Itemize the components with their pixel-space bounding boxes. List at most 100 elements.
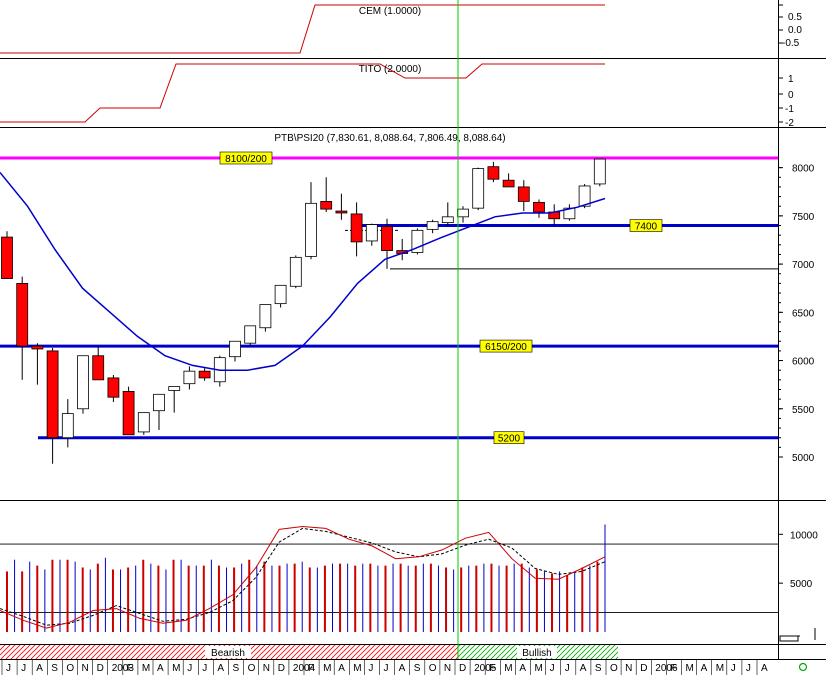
x-tick-label: A — [338, 663, 345, 674]
candle-body — [411, 229, 424, 253]
x-tick-label: F — [670, 663, 676, 674]
x-tick-label: D — [97, 663, 104, 674]
x-tick-label: J — [731, 663, 736, 674]
candle-body — [305, 202, 317, 257]
x-tick-label: A — [157, 663, 164, 674]
tito-label: TITO (2.0000) — [359, 64, 422, 75]
price-axis: 8000 7500 7000 6500 6000 5500 5000 — [778, 164, 815, 464]
candle-body — [335, 210, 348, 214]
regime-band: Bearish Bullish — [0, 645, 618, 659]
candle-body — [153, 393, 165, 412]
x-tick-label: J — [6, 663, 11, 674]
candle-body — [31, 345, 44, 350]
x-tick-label: A — [761, 663, 768, 674]
scroll-widget[interactable] — [779, 628, 816, 642]
level-labels: 8100/200 7400 6150/200 5200 — [219, 151, 663, 445]
regime-label-bearish: Bearish — [211, 648, 245, 659]
signal-line — [0, 527, 606, 626]
candle-body — [259, 304, 272, 329]
status-icon — [798, 662, 808, 672]
candle-body — [274, 284, 287, 305]
level-tag: 6150/200 — [485, 342, 527, 353]
x-tick-label: M — [323, 663, 331, 674]
x-tick-label: N — [263, 663, 270, 674]
candle-body — [533, 201, 545, 213]
tito-tick: -2 — [785, 118, 794, 129]
x-tick-label: J — [746, 663, 751, 674]
x-tick-label: N — [625, 663, 632, 674]
x-tick-label: J — [202, 663, 207, 674]
candle-body — [1, 236, 13, 279]
price-tick-label: 5500 — [792, 405, 815, 416]
candle-body — [578, 185, 591, 207]
candle-body — [183, 370, 196, 385]
x-tick-label: O — [66, 663, 74, 674]
indicator-line — [0, 525, 606, 629]
candle-body — [46, 350, 59, 439]
candle-body — [229, 340, 241, 358]
candle-body — [107, 377, 120, 398]
candle-body — [77, 355, 89, 410]
x-tick-label: M — [504, 663, 512, 674]
candle-body — [441, 216, 454, 224]
price-tick-label: 5000 — [792, 453, 815, 464]
x-tick-label: D — [459, 663, 466, 674]
levels — [0, 156, 778, 440]
x-tick-label: S — [51, 663, 58, 674]
candle-body — [122, 391, 135, 436]
level-tag-box — [629, 219, 663, 232]
price-panel: PTB\PSI20 (7,830.61, 8,088.64, 7,806.49,… — [0, 133, 815, 464]
price-tick-label: 8000 — [792, 164, 815, 175]
tito-axis: 1 0 -1 -2 — [778, 74, 794, 129]
x-tick-label: M — [716, 663, 724, 674]
x-tick-label: S — [414, 663, 421, 674]
x-tick-label: A — [399, 663, 406, 674]
x-tick-label: M — [686, 663, 694, 674]
candle-body — [517, 186, 530, 202]
candle-body — [244, 325, 257, 344]
tito-panel: TITO (2.0000) 1 0 -1 -2 — [0, 63, 794, 129]
volume-panel: 10000 5000 — [0, 524, 818, 632]
x-tick-label: A — [217, 663, 224, 674]
volume-axis: 10000 5000 — [0, 530, 818, 613]
tito-tick: 0 — [788, 90, 794, 101]
cem-label: CEM (1.0000) — [359, 6, 421, 17]
x-tick-label: S — [233, 663, 240, 674]
candles — [1, 158, 606, 464]
candle-body — [137, 412, 150, 433]
candle-body — [457, 208, 469, 218]
cem-tick: -0.5 — [782, 38, 800, 49]
x-tick-label: A — [580, 663, 587, 674]
x-tick-label: M — [172, 663, 180, 674]
cem-axis: 0.5 0.0 -0.5 — [778, 4, 802, 49]
candle-body — [502, 179, 515, 188]
candle-body — [198, 370, 211, 379]
candle-body — [350, 213, 363, 243]
x-tick-label: J — [187, 663, 192, 674]
level-tag-box — [479, 339, 533, 353]
x-tick-label: O — [248, 663, 256, 674]
tito-tick: 1 — [788, 74, 794, 85]
candle-body — [381, 226, 393, 251]
x-tick-label: F — [489, 663, 495, 674]
x-tick-label: J — [550, 663, 555, 674]
x-tick-label: J — [565, 663, 570, 674]
x-tick-label: F — [308, 663, 314, 674]
volume-tick-label: 10000 — [790, 530, 818, 541]
x-tick-label: A — [36, 663, 43, 674]
candle-body — [289, 256, 302, 287]
level-tag-box — [493, 431, 525, 445]
tito-line — [0, 63, 605, 123]
tito-tick: -1 — [785, 104, 794, 115]
x-tick-label: M — [353, 663, 361, 674]
x-tick-label: F — [127, 663, 133, 674]
regime-label-box — [517, 646, 557, 658]
x-tick-label: J — [368, 663, 373, 674]
x-tick-label: D — [278, 663, 285, 674]
x-tick-label: A — [519, 663, 526, 674]
price-tick-label: 7500 — [792, 212, 815, 223]
x-tick-label: D — [640, 663, 647, 674]
candle-body — [61, 413, 74, 439]
price-title: PTB\PSI20 (7,830.61, 8,088.64, 7,806.49,… — [274, 133, 505, 144]
